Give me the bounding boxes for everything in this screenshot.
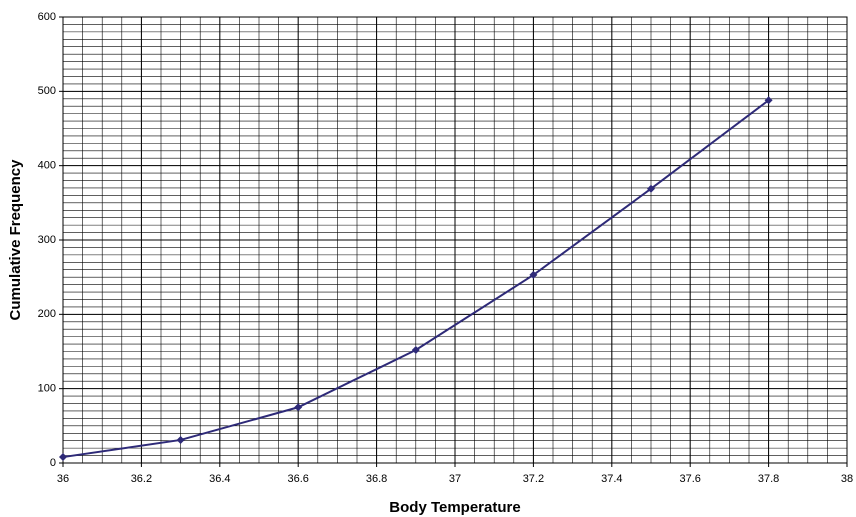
y-tick-label: 600: [38, 11, 56, 23]
y-axis-title: Cumulative Frequency: [7, 159, 24, 321]
x-tick-label: 37: [449, 473, 461, 485]
x-tick-label: 36.2: [131, 473, 152, 485]
x-tick-label: 38: [841, 473, 853, 485]
x-tick-label: 37.2: [523, 473, 544, 485]
x-tick-label: 37.6: [679, 473, 700, 485]
marker: [411, 346, 420, 355]
y-tick-label: 300: [38, 234, 56, 246]
y-tick-label: 500: [38, 85, 56, 97]
y-tick-label: 400: [38, 160, 56, 172]
x-tick-label: 36.4: [209, 473, 230, 485]
marker: [59, 453, 67, 462]
y-tick-label: 100: [38, 383, 56, 395]
x-tick-label: 36.8: [366, 473, 387, 485]
y-tick-label: 200: [38, 308, 56, 320]
x-tick-label: 37.8: [758, 473, 779, 485]
y-tick-label: 0: [50, 457, 56, 469]
plot-border: [62, 16, 848, 464]
marker: [764, 96, 773, 105]
x-tick-label: 37.4: [601, 473, 622, 485]
x-axis-title: Body Temperature: [389, 499, 520, 516]
x-tick-label: 36: [57, 473, 69, 485]
x-tick-label: 36.6: [287, 473, 308, 485]
marker: [176, 435, 185, 444]
marker: [529, 270, 538, 279]
marker: [294, 403, 303, 412]
marker: [647, 184, 655, 193]
